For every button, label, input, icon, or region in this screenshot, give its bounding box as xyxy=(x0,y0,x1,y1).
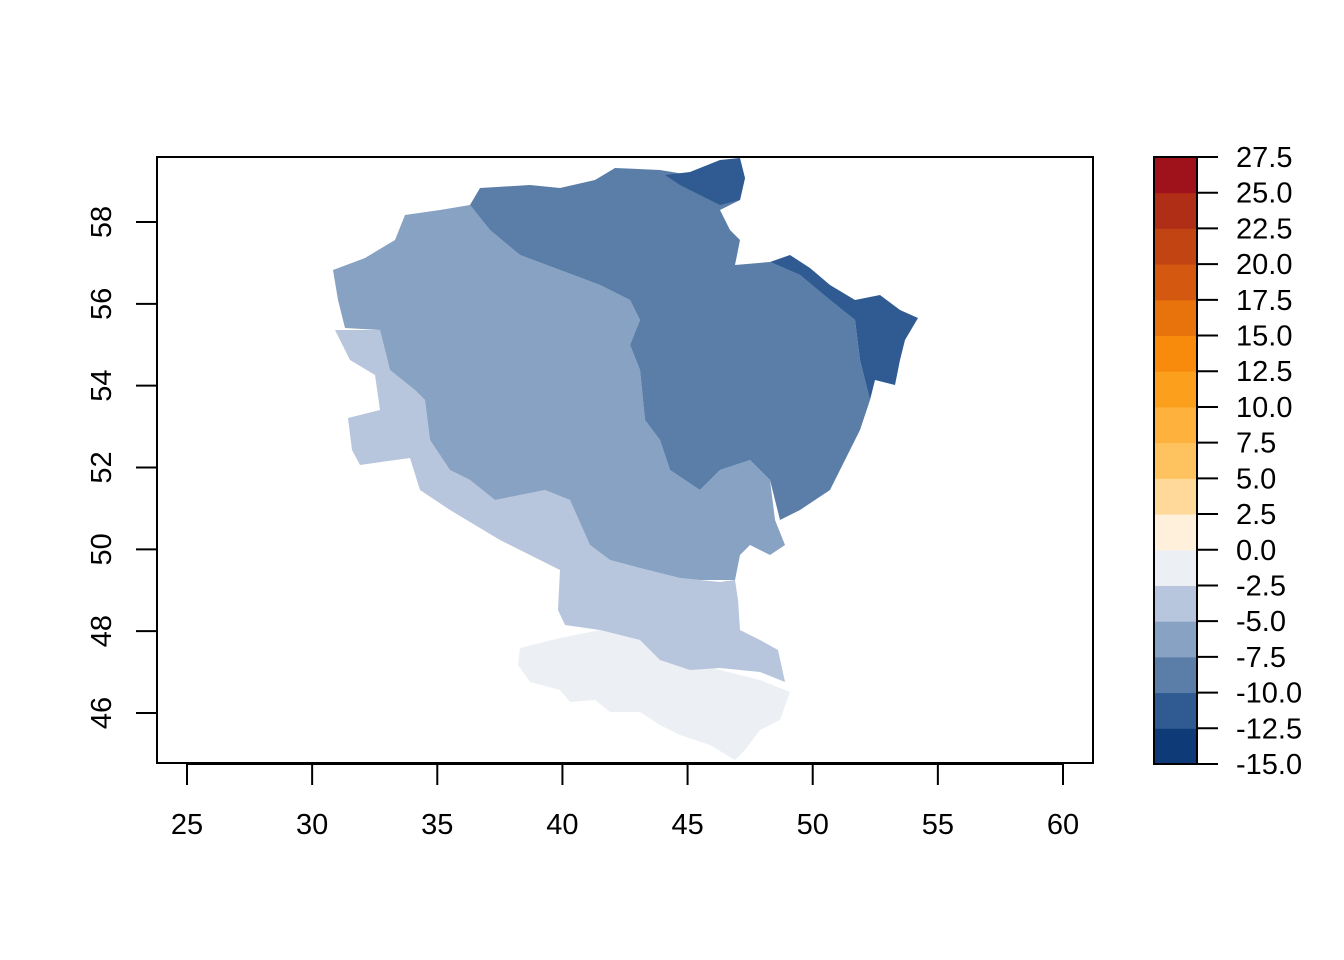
legend-bin xyxy=(1154,514,1197,551)
y-tick-label: 46 xyxy=(86,697,118,729)
legend-tick-label: 25.0 xyxy=(1236,178,1292,210)
legend-tick-label: -2.5 xyxy=(1236,570,1286,602)
legend-bin xyxy=(1154,549,1197,586)
legend-bin xyxy=(1154,692,1197,729)
region-medium xyxy=(333,205,785,580)
legend-tick-label: 0.0 xyxy=(1236,535,1276,567)
legend-tick-label: 20.0 xyxy=(1236,249,1292,281)
legend-bin xyxy=(1154,371,1197,408)
legend-tick-label: -12.5 xyxy=(1236,713,1302,745)
legend-tick-label: -10.0 xyxy=(1236,678,1302,710)
raster-regions xyxy=(333,158,918,760)
x-tick-label: 35 xyxy=(421,809,453,841)
legend-tick-label: 7.5 xyxy=(1236,428,1276,460)
legend-tick-label: -15.0 xyxy=(1236,749,1302,781)
legend-bin xyxy=(1154,478,1197,515)
y-tick-label: 48 xyxy=(86,615,118,647)
legend-tick-label: 5.0 xyxy=(1236,463,1276,495)
x-tick-label: 40 xyxy=(546,809,578,841)
region-dark xyxy=(470,168,870,520)
legend-bin xyxy=(1154,157,1197,194)
legend-bin xyxy=(1154,299,1197,337)
region-darkest-east xyxy=(770,255,918,400)
y-axis: 46 48 50 52 54 56 58 xyxy=(86,206,158,729)
x-tick-label: 45 xyxy=(671,809,703,841)
legend-bin xyxy=(1154,406,1197,444)
legend-bin xyxy=(1154,728,1197,765)
legend-tick-label: 12.5 xyxy=(1236,356,1292,388)
x-tick-label: 50 xyxy=(797,809,829,841)
legend-tick-label: -5.0 xyxy=(1236,606,1286,638)
y-tick-label: 52 xyxy=(86,451,118,483)
legend-tick-label: -7.5 xyxy=(1236,642,1286,674)
x-tick-label: 60 xyxy=(1047,809,1079,841)
legend-bin xyxy=(1154,442,1197,479)
y-tick-label: 50 xyxy=(86,533,118,565)
x-tick-label: 30 xyxy=(296,809,328,841)
y-tick-label: 58 xyxy=(86,206,118,238)
legend-bin xyxy=(1154,335,1197,372)
legend-bin xyxy=(1154,621,1197,658)
legend-frame xyxy=(1153,156,1198,765)
legend-tick-label: 27.5 xyxy=(1236,142,1292,174)
region-lightest xyxy=(518,630,790,760)
x-axis: 25 30 35 40 45 50 55 60 xyxy=(171,763,1079,841)
x-tick-label: 55 xyxy=(922,809,954,841)
legend-tick-label: 22.5 xyxy=(1236,213,1292,245)
legend-tick-label: 17.5 xyxy=(1236,285,1292,317)
legend-bin xyxy=(1154,192,1197,229)
legend-tick-label: 10.0 xyxy=(1236,392,1292,424)
region-light xyxy=(335,330,785,682)
legend-tick-label: 15.0 xyxy=(1236,321,1292,353)
legend-bin xyxy=(1154,585,1197,622)
legend: -15.0 -12.5-10.0 -7.5 -5.0 -2.50.0 2.5 5.07.5 1… xyxy=(1153,142,1302,781)
legend-bin xyxy=(1154,228,1197,265)
y-tick-label: 54 xyxy=(86,370,118,402)
legend-bin xyxy=(1154,656,1197,694)
y-tick-label: 56 xyxy=(86,288,118,320)
region-darkest-north xyxy=(665,158,745,205)
legend-tick-label: 2.5 xyxy=(1236,499,1276,531)
x-tick-label: 25 xyxy=(171,809,203,841)
legend-bin xyxy=(1154,264,1197,301)
